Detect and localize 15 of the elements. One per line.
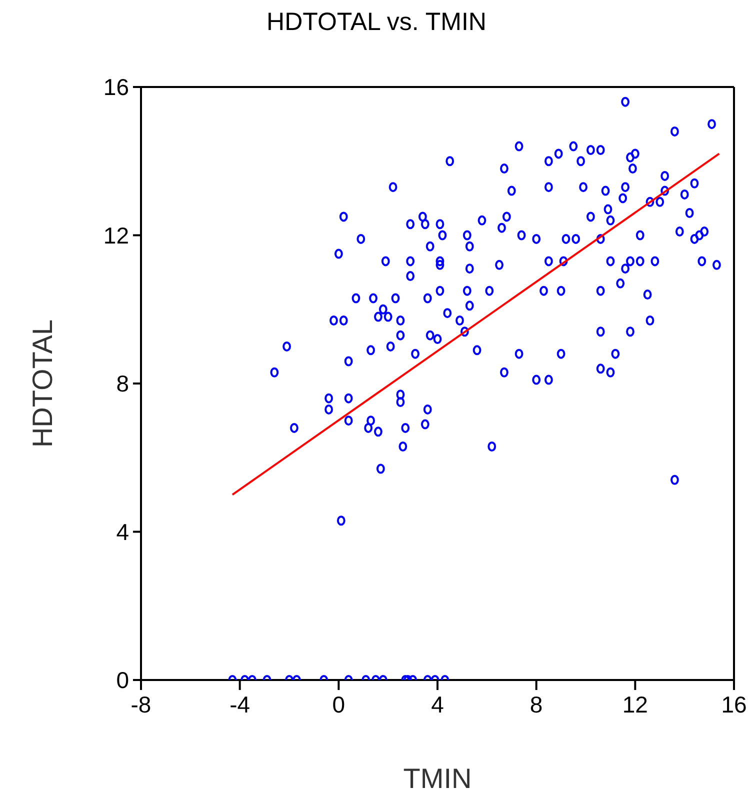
x-axis-title: TMIN [403, 763, 472, 790]
x-tick-label: 4 [431, 691, 444, 718]
x-tick-label: 0 [332, 691, 346, 718]
x-tick-label: 8 [530, 691, 543, 718]
x-tick-label: -8 [130, 691, 152, 718]
chart-title: HDTOTAL vs. TMIN [266, 8, 488, 37]
y-tick-label: 4 [116, 518, 130, 545]
y-tick-label: 8 [116, 370, 129, 397]
x-tick-label: -4 [230, 691, 250, 718]
x-tick-label: 16 [721, 691, 747, 718]
y-tick-label: 0 [116, 667, 129, 694]
y-axis-title: HDTOTAL [26, 319, 58, 448]
x-tick-label: 12 [622, 691, 648, 718]
y-tick-label: 12 [103, 222, 129, 248]
y-tick-label: 16 [103, 74, 129, 100]
